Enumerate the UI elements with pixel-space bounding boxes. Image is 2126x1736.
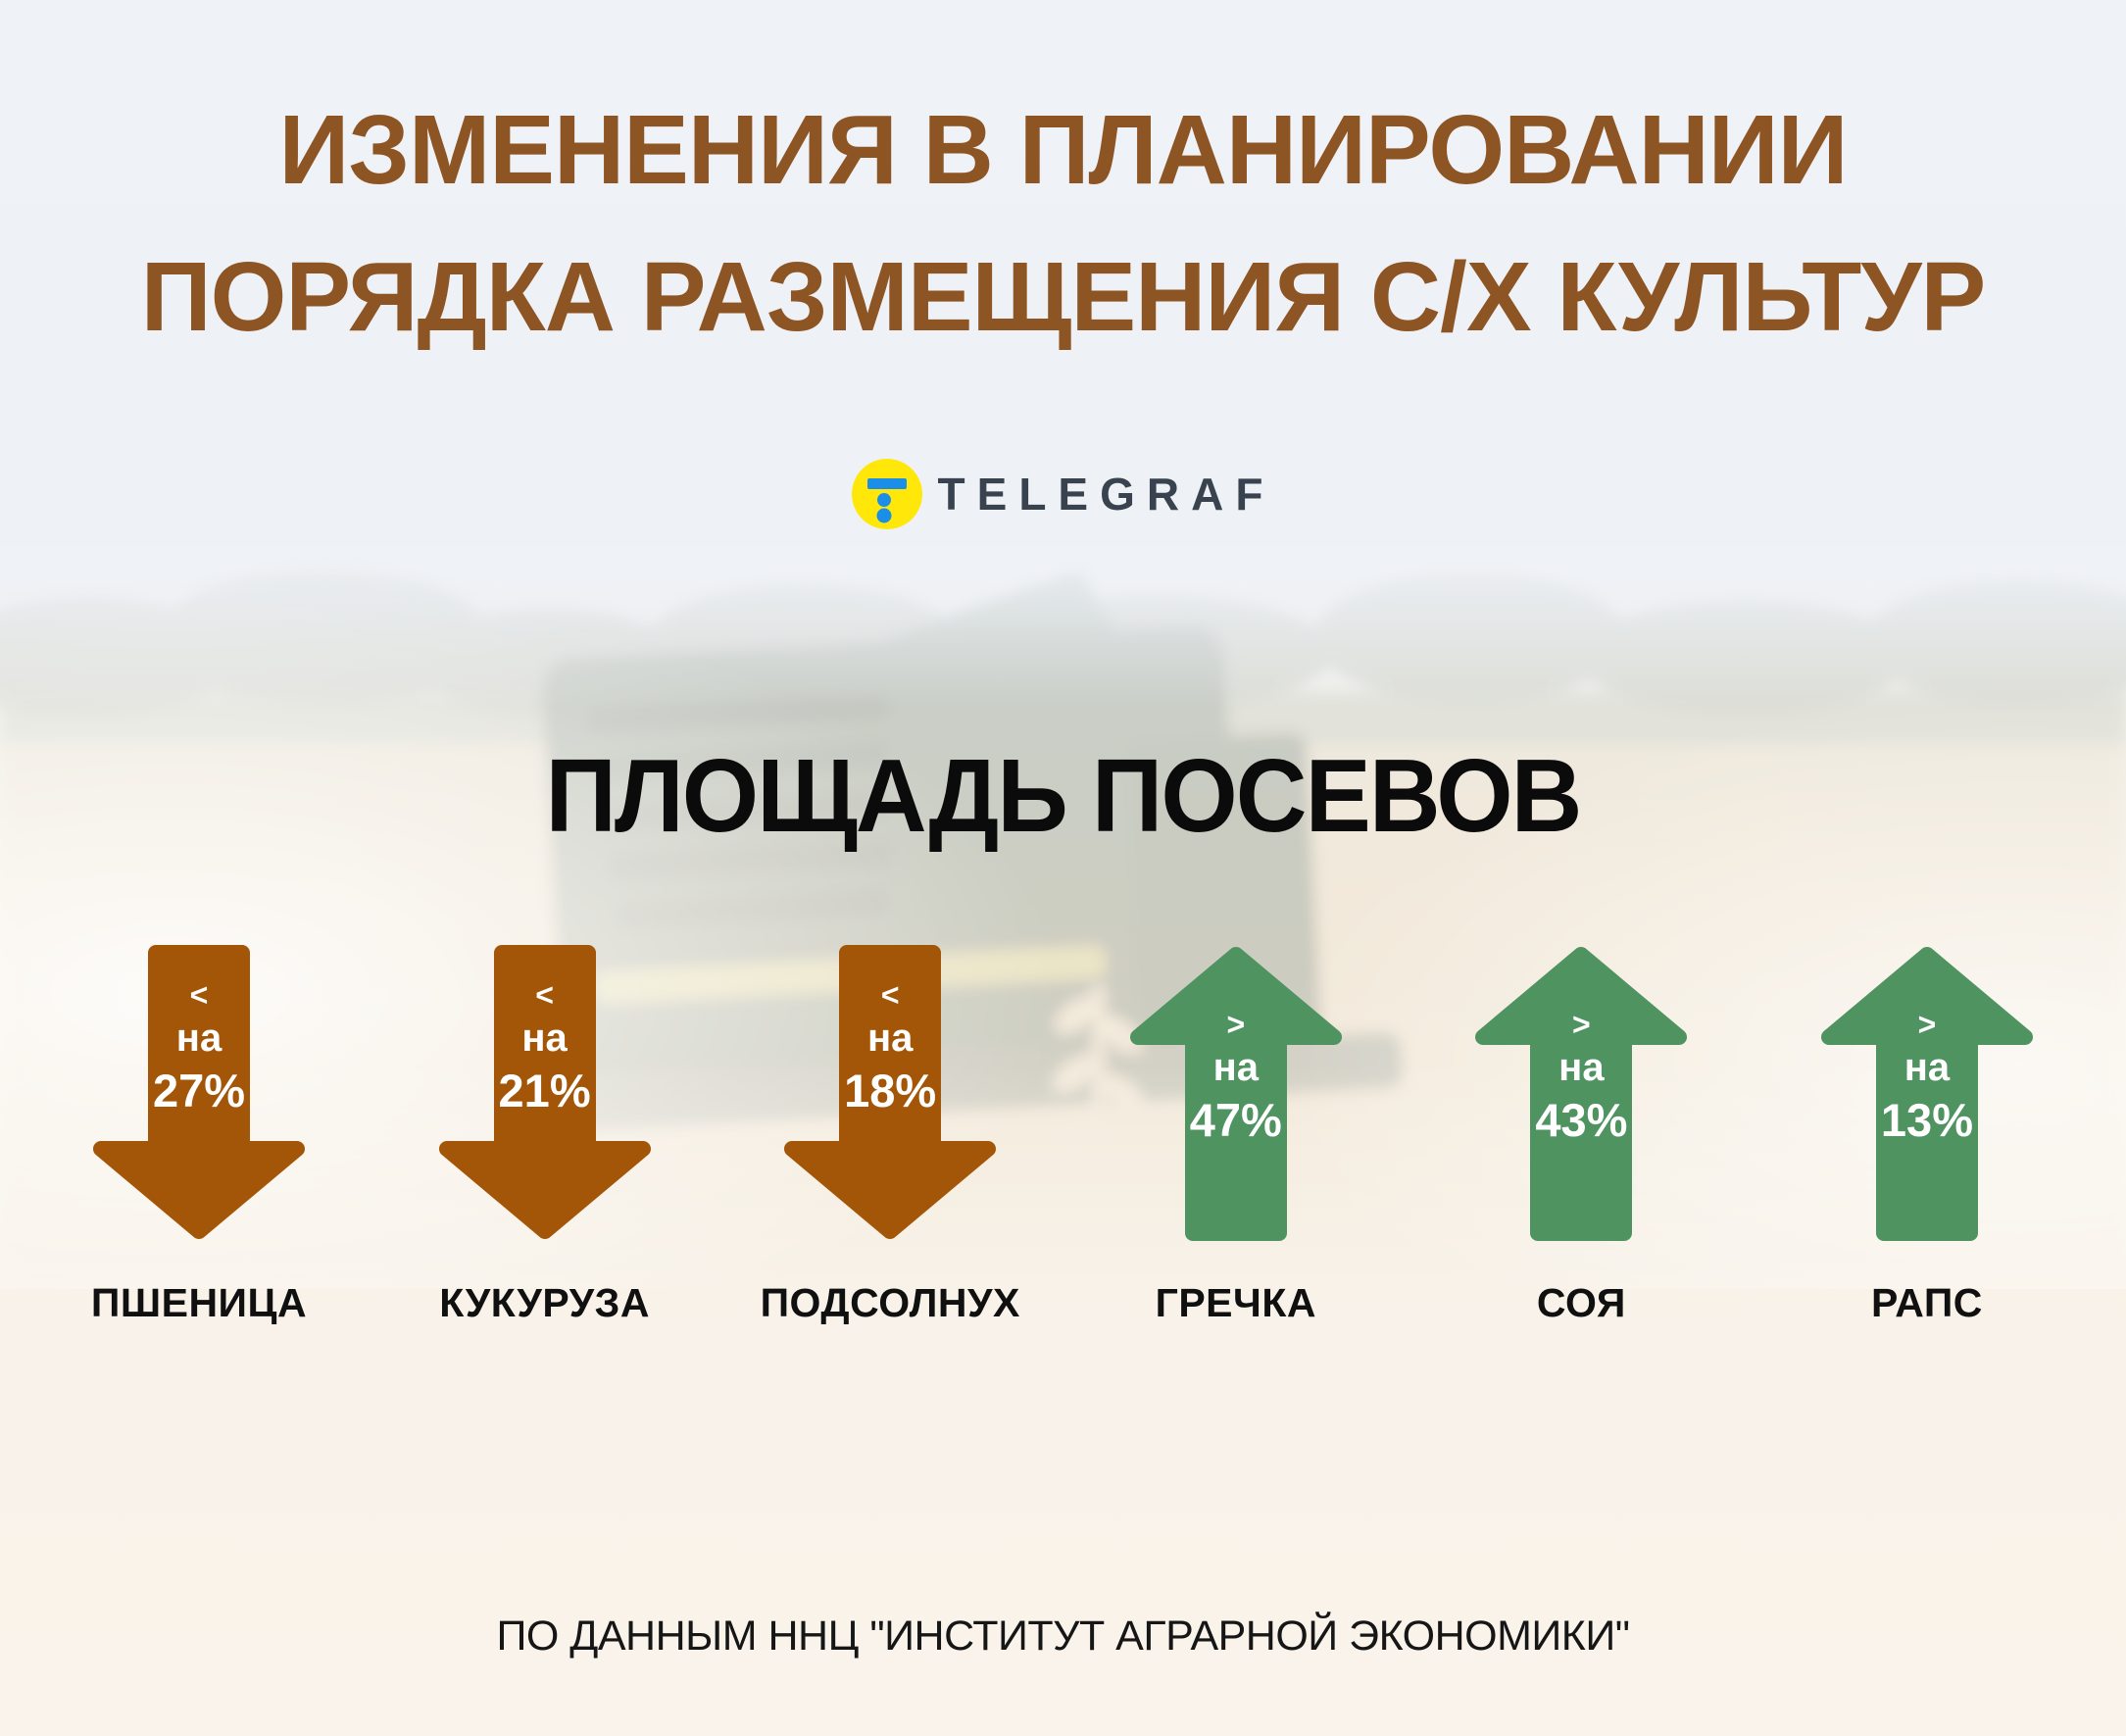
change-percent: 18% (844, 1065, 937, 1116)
telegraf-logo: TELEGRAF (0, 459, 2126, 529)
crop-name: ГРЕЧКА (1155, 1280, 1316, 1325)
crop-name: ПОДСОЛНУХ (760, 1280, 1020, 1325)
change-percent: 27% (152, 1065, 246, 1116)
change-value: > на 13% (1809, 1006, 2045, 1149)
change-value: < на 27% (81, 976, 317, 1119)
page-title: ИЗМЕНЕНИЯ В ПЛАНИРОВАНИИ ПОРЯДКА РАЗМЕЩЕ… (0, 76, 2126, 371)
crop-name: КУКУРУЗА (439, 1280, 650, 1325)
crop-name: ПШЕНИЦА (90, 1280, 308, 1325)
increase-symbol: > (1226, 1007, 1246, 1042)
change-prefix: на (866, 1017, 914, 1060)
change-prefix: на (1212, 1046, 1259, 1089)
page-title-line-1: ИЗМЕНЕНИЯ В ПЛАНИРОВАНИИ (278, 95, 1848, 205)
crop-column-rapeseed: > на 13% РАПС (1809, 941, 2045, 1326)
up-arrow-icon: > на 13% (1809, 941, 2045, 1245)
change-value: < на 18% (772, 976, 1008, 1119)
treeline (0, 569, 2126, 760)
telegraf-logo-wordmark: TELEGRAF (937, 469, 1275, 520)
crops-change-row: < на 27% ПШЕНИЦА < на 21% КУКУРУЗА (0, 941, 2126, 1326)
decrease-symbol: < (189, 977, 209, 1013)
down-arrow-icon: < на 18% (772, 941, 1008, 1245)
data-source-note: ПО ДАННЫМ ННЦ "ИНСТИТУТ АГРАРНОЙ ЭКОНОМИ… (496, 1612, 1630, 1660)
up-arrow-icon: > на 43% (1463, 941, 1699, 1245)
increase-symbol: > (1572, 1007, 1591, 1042)
change-prefix: на (175, 1017, 222, 1060)
crop-name: РАПС (1871, 1280, 1983, 1325)
down-arrow-icon: < на 21% (427, 941, 663, 1245)
change-percent: 43% (1535, 1094, 1628, 1146)
down-arrow-icon: < на 27% (81, 941, 317, 1245)
change-value: > на 43% (1463, 1006, 1699, 1149)
crop-column-sunflower: < на 18% ПОДСОЛНУХ (761, 941, 1019, 1326)
page-title-line-2: ПОРЯДКА РАЗМЕЩЕНИЯ С/Х КУЛЬТУР (140, 242, 1986, 352)
crop-column-soy: > на 43% СОЯ (1463, 941, 1699, 1326)
increase-symbol: > (1917, 1007, 1937, 1042)
change-prefix: на (1904, 1046, 1951, 1089)
change-prefix: на (521, 1017, 568, 1060)
change-value: < на 21% (427, 976, 663, 1119)
crop-column-buckwheat: > на 47% ГРЕЧКА (1118, 941, 1354, 1326)
decrease-symbol: < (880, 977, 900, 1013)
crop-name: СОЯ (1536, 1280, 1626, 1325)
section-title: ПЛОЩАДЬ ПОСЕВОВ (545, 738, 1583, 854)
change-percent: 13% (1880, 1094, 1973, 1146)
change-value: > на 47% (1118, 1006, 1354, 1149)
telegraf-logo-icon (851, 459, 922, 529)
change-prefix: на (1558, 1046, 1605, 1089)
crop-column-corn: < на 21% КУКУРУЗА (427, 941, 663, 1326)
decrease-symbol: < (535, 977, 554, 1013)
crop-column-wheat: < на 27% ПШЕНИЦА (81, 941, 317, 1326)
change-percent: 47% (1189, 1094, 1282, 1146)
up-arrow-icon: > на 47% (1118, 941, 1354, 1245)
change-percent: 21% (498, 1065, 591, 1116)
